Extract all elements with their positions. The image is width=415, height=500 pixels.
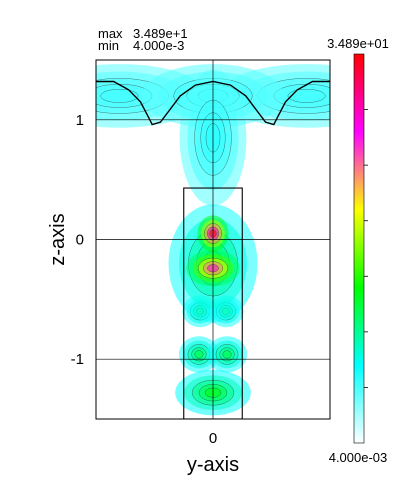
z-tick-label: 1 [76, 112, 84, 129]
field-contour-8-4 [222, 350, 232, 359]
max-value: 3.489e+1 [133, 26, 188, 41]
colorbar-max-label: 3.489e+01 [327, 36, 389, 51]
max-label: max [98, 26, 123, 41]
plot-frame [95, 59, 331, 420]
grid-lines [96, 60, 330, 419]
min-value: 4.000e-3 [133, 38, 184, 53]
colorbar-ticks [364, 109, 368, 388]
y-axis-label: z-axis [47, 213, 69, 265]
z-tick-label: -1 [71, 351, 84, 368]
colorbar-min-label: 4.000e-03 [329, 450, 388, 465]
axis-ticks: 1 0 -1 0 [71, 112, 218, 447]
x-axis-label: y-axis [187, 454, 239, 476]
colorbar [353, 53, 365, 444]
y-tick-label: 0 [209, 430, 217, 447]
field-contour-7-4 [194, 350, 204, 359]
plot-area [96, 60, 330, 419]
z-tick-label: 0 [76, 232, 84, 249]
min-label: min [98, 38, 119, 53]
field-contour-0-4 [100, 88, 139, 103]
field-contour-1-4 [287, 88, 326, 103]
